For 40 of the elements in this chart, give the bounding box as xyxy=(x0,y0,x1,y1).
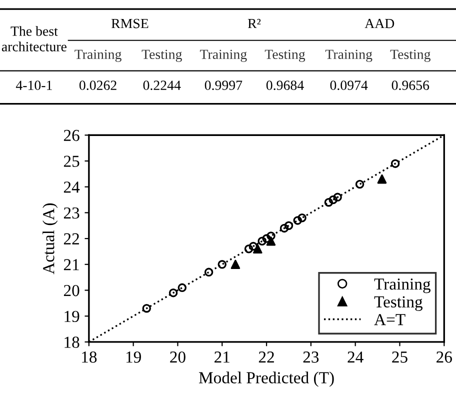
x-tick-label: 22 xyxy=(258,352,274,363)
text: The best architecture xyxy=(2,26,66,52)
x-tick-label: 24 xyxy=(348,352,364,363)
text: 0.2244 xyxy=(143,80,181,90)
text: RMSE xyxy=(111,18,148,28)
y-tick-label: 20 xyxy=(64,284,80,296)
text: 0.9684 xyxy=(266,80,304,90)
text: 0.0974 xyxy=(330,80,368,90)
y-tick-label: 24 xyxy=(64,182,80,193)
legend-label: A=T xyxy=(374,314,406,326)
text: Training xyxy=(74,50,122,62)
x-tick-label: 19 xyxy=(126,352,141,363)
text: Training xyxy=(200,50,247,62)
y-tick-label: 18 xyxy=(64,336,80,348)
y-tick-label: 22 xyxy=(64,233,79,244)
legend-label: Testing xyxy=(374,296,423,311)
text: Testing xyxy=(390,50,430,62)
x-tick-label: 23 xyxy=(303,352,319,363)
y-tick-label: 19 xyxy=(64,310,80,322)
y-tick-label: 23 xyxy=(64,207,80,219)
x-tick-label: 18 xyxy=(82,351,97,363)
x-tick-label: 26 xyxy=(436,352,452,363)
text: Testing xyxy=(264,50,306,62)
legend-label: Training xyxy=(374,278,430,294)
text: Training xyxy=(325,50,372,62)
y-tick-label: 25 xyxy=(64,156,80,167)
x-tick-label: 20 xyxy=(170,351,186,363)
text: R² xyxy=(248,18,261,28)
text: Testing xyxy=(142,50,182,62)
text: 0.9656 xyxy=(392,80,430,90)
x-axis-title: Model Predicted (T) xyxy=(198,372,334,387)
text: 0.0262 xyxy=(79,80,116,90)
y-tick-label: 21 xyxy=(64,259,79,270)
x-tick-label: 25 xyxy=(392,352,408,363)
y-tick-label: 26 xyxy=(64,130,80,142)
text: 0.9997 xyxy=(204,80,242,90)
text: AAD xyxy=(364,18,394,28)
x-tick-label: 21 xyxy=(214,352,230,363)
y-axis-title: Actual (A) xyxy=(42,203,58,274)
text: 4-10-1 xyxy=(16,80,52,90)
